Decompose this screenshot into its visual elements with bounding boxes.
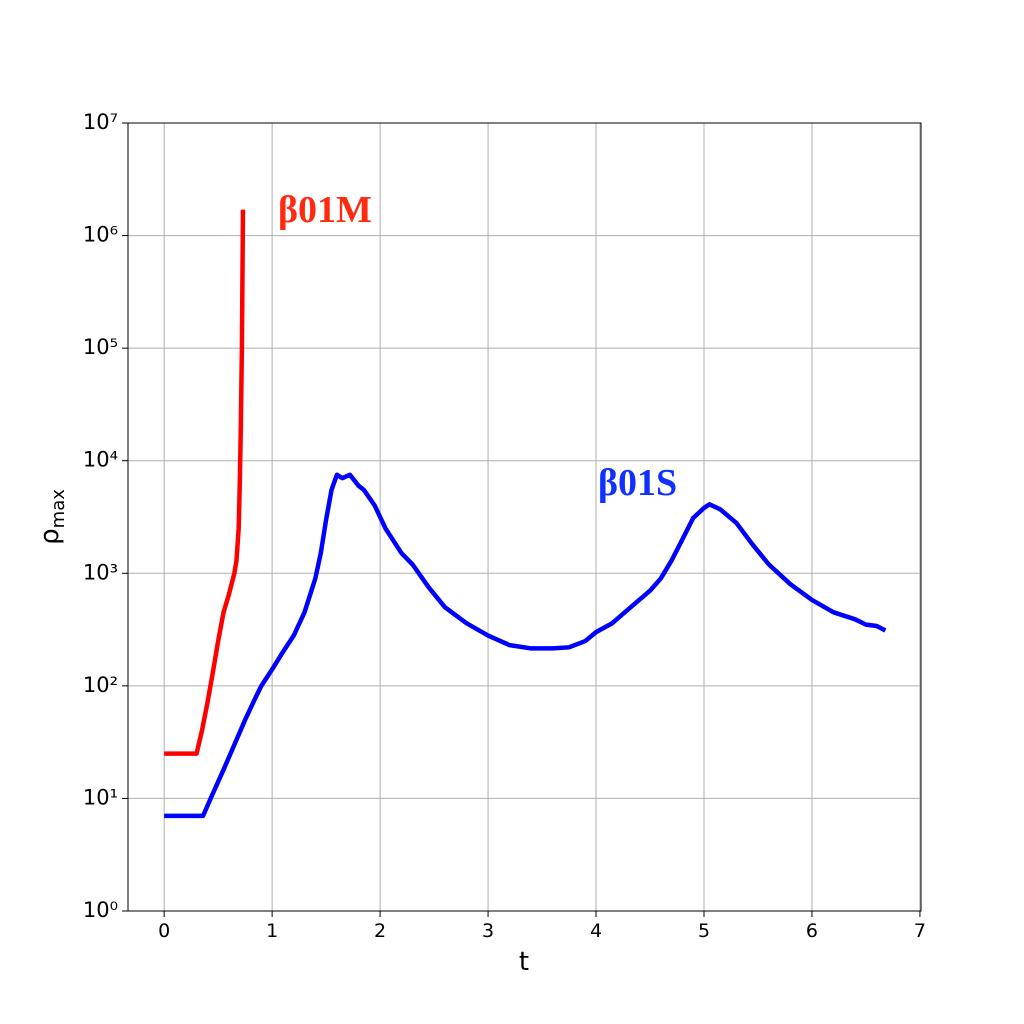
x-tick-label: 1	[266, 920, 278, 942]
y-tick-label: 10²	[83, 673, 118, 697]
y-tick-label: 10³	[83, 560, 118, 584]
x-tick-label: 0	[158, 920, 170, 942]
x-tick-label: 4	[590, 920, 602, 942]
annotation: β01S	[598, 462, 677, 504]
x-tick-label: 7	[914, 920, 926, 942]
x-tick-label: 6	[806, 920, 818, 942]
y-axis-label-subscript: max	[48, 489, 69, 529]
x-tick-label: 2	[374, 920, 386, 942]
x-tick-label: 5	[698, 920, 710, 942]
y-tick-label: 10⁶	[83, 223, 118, 247]
y-tick-label: 10⁷	[83, 110, 118, 134]
y-tick-label: 10⁴	[83, 448, 118, 472]
data-line	[164, 472, 887, 819]
y-axis-label-base: ρ	[35, 528, 65, 545]
plot-frame	[127, 122, 922, 912]
x-axis-label: t	[519, 947, 529, 977]
y-tick-label: 10¹	[83, 785, 118, 809]
y-tick-label: 10⁰	[83, 898, 118, 922]
data-line	[164, 209, 246, 756]
annotation: β01M	[278, 189, 372, 231]
y-axis-label: ρmax	[35, 489, 69, 545]
x-tick-label: 3	[482, 920, 494, 942]
y-tick-label: 10⁵	[83, 335, 118, 359]
